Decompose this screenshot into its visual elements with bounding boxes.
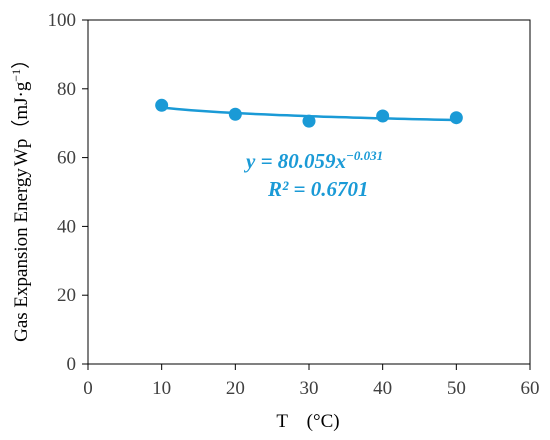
y-axis-unit-close: ）	[10, 50, 32, 69]
x-tick-label: 60	[521, 378, 540, 399]
trend-equation: y = 80.059x−0.031	[243, 148, 383, 173]
x-tick-label: 50	[447, 378, 466, 399]
x-axis-title: T (°C)	[276, 411, 339, 432]
y-tick-marks	[82, 19, 88, 365]
y-tick-label: 80	[57, 79, 76, 100]
x-tick-label: 0	[83, 378, 93, 399]
y-tick-label: 40	[57, 216, 76, 237]
y-tick-label: 60	[57, 148, 76, 169]
y-tick-label: 100	[48, 10, 77, 31]
x-tick-label: 10	[152, 378, 171, 399]
data-point	[376, 109, 390, 123]
x-tick-label: 40	[373, 378, 392, 399]
data-point	[155, 98, 169, 112]
plot-area	[87, 19, 531, 365]
y-axis-unit: Wp（mJ·g−1）	[9, 50, 32, 166]
data-points	[155, 98, 463, 128]
x-tick-marks	[87, 364, 531, 370]
x-tick-label: 20	[226, 378, 245, 399]
y-tick-label: 20	[57, 285, 76, 306]
data-point	[302, 114, 316, 128]
data-point	[228, 107, 242, 121]
trend-equation-exponent: −0.031	[346, 148, 383, 163]
trend-equation-base: y = 80.059x	[243, 149, 346, 173]
y-tick-label: 0	[67, 354, 77, 375]
y-axis-title: Gas Expansion Energy	[11, 168, 32, 342]
y-tick-labels: 0 20 40 60 80 100	[48, 10, 77, 375]
r-squared: R² = 0.6701	[267, 177, 369, 201]
x-tick-labels: 0 10 20 30 40 50 60	[83, 378, 539, 399]
data-point	[449, 111, 463, 125]
y-axis-unit-base: Wp（mJ·g	[10, 81, 32, 166]
x-tick-label: 30	[300, 378, 319, 399]
y-axis-unit-exponent: −1	[9, 69, 23, 82]
